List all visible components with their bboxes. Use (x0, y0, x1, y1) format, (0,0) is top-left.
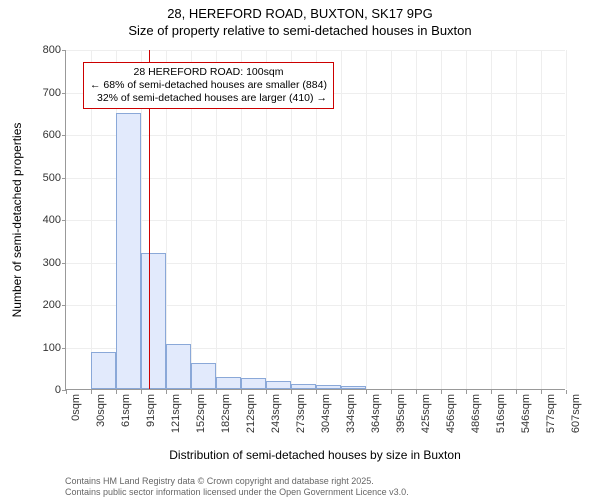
annotation-line2: ← 68% of semi-detached houses are smalle… (90, 79, 327, 92)
xtick-mark (341, 390, 342, 394)
xtick-label: 516sqm (495, 394, 507, 433)
xtick-label: 0sqm (70, 394, 82, 421)
gridline-v (366, 50, 367, 389)
ytick-label: 700 (21, 87, 61, 99)
xtick-mark (391, 390, 392, 394)
histogram-bar (91, 352, 116, 389)
ytick-label: 800 (21, 44, 61, 56)
histogram-bar (166, 344, 191, 389)
ytick-label: 300 (21, 257, 61, 269)
xtick-mark (416, 390, 417, 394)
title-line1: 28, HEREFORD ROAD, BUXTON, SK17 9PG (0, 6, 600, 23)
gridline-v (516, 50, 517, 389)
xtick-label: 182sqm (220, 394, 232, 433)
xtick-label: 364sqm (370, 394, 382, 433)
footer-line2: Contains public sector information licen… (65, 487, 409, 498)
x-axis-label: Distribution of semi-detached houses by … (65, 448, 565, 462)
histogram-bar (116, 113, 141, 389)
chart-container: 28, HEREFORD ROAD, BUXTON, SK17 9PG Size… (0, 0, 600, 500)
title-line2: Size of property relative to semi-detach… (0, 23, 600, 40)
gridline-v (441, 50, 442, 389)
xtick-mark (91, 390, 92, 394)
gridline-v (491, 50, 492, 389)
gridline-v (541, 50, 542, 389)
xtick-mark (516, 390, 517, 394)
xtick-label: 304sqm (320, 394, 332, 433)
xtick-label: 456sqm (445, 394, 457, 433)
histogram-bar (316, 385, 341, 389)
footer-line1: Contains HM Land Registry data © Crown c… (65, 476, 409, 487)
ytick-label: 500 (21, 172, 61, 184)
ytick-mark (62, 50, 66, 51)
xtick-label: 607sqm (570, 394, 582, 433)
xtick-mark (266, 390, 267, 394)
xtick-label: 30sqm (95, 394, 107, 427)
xtick-mark (141, 390, 142, 394)
xtick-label: 152sqm (195, 394, 207, 433)
histogram-bar (141, 253, 166, 389)
xtick-mark (216, 390, 217, 394)
xtick-mark (541, 390, 542, 394)
xtick-label: 212sqm (245, 394, 257, 433)
ytick-label: 0 (21, 384, 61, 396)
xtick-mark (66, 390, 67, 394)
footer-attribution: Contains HM Land Registry data © Crown c… (65, 476, 409, 499)
ytick-mark (62, 348, 66, 349)
xtick-label: 486sqm (470, 394, 482, 433)
annotation-line1: 28 HEREFORD ROAD: 100sqm (90, 66, 327, 79)
chart-area: 01002003004005006007008000sqm30sqm61sqm9… (65, 50, 565, 390)
gridline-v (566, 50, 567, 389)
xtick-label: 425sqm (420, 394, 432, 433)
ytick-mark (62, 93, 66, 94)
annotation-box: 28 HEREFORD ROAD: 100sqm← 68% of semi-de… (83, 62, 334, 109)
chart-title: 28, HEREFORD ROAD, BUXTON, SK17 9PG Size… (0, 0, 600, 40)
ytick-label: 600 (21, 129, 61, 141)
ytick-label: 100 (21, 342, 61, 354)
xtick-label: 334sqm (345, 394, 357, 433)
histogram-bar (266, 381, 291, 390)
ytick-mark (62, 305, 66, 306)
xtick-mark (241, 390, 242, 394)
histogram-bar (341, 386, 366, 389)
ytick-label: 400 (21, 214, 61, 226)
histogram-bar (216, 377, 241, 389)
xtick-label: 546sqm (520, 394, 532, 433)
xtick-mark (116, 390, 117, 394)
gridline-v (391, 50, 392, 389)
ytick-mark (62, 263, 66, 264)
xtick-mark (291, 390, 292, 394)
xtick-mark (366, 390, 367, 394)
gridline-v (416, 50, 417, 389)
histogram-bar (291, 384, 316, 389)
xtick-label: 395sqm (395, 394, 407, 433)
xtick-mark (316, 390, 317, 394)
histogram-bar (191, 363, 216, 389)
ytick-mark (62, 220, 66, 221)
xtick-mark (466, 390, 467, 394)
xtick-label: 91sqm (145, 394, 157, 427)
histogram-bar (241, 378, 266, 389)
xtick-label: 273sqm (295, 394, 307, 433)
ytick-mark (62, 135, 66, 136)
xtick-mark (191, 390, 192, 394)
plot-region: 01002003004005006007008000sqm30sqm61sqm9… (65, 50, 565, 390)
ytick-label: 200 (21, 299, 61, 311)
xtick-label: 243sqm (270, 394, 282, 433)
xtick-mark (491, 390, 492, 394)
gridline-v (466, 50, 467, 389)
xtick-mark (166, 390, 167, 394)
annotation-line3: 32% of semi-detached houses are larger (… (90, 92, 327, 105)
gridline-v (341, 50, 342, 389)
xtick-mark (441, 390, 442, 394)
xtick-mark (566, 390, 567, 394)
ytick-mark (62, 178, 66, 179)
xtick-label: 61sqm (120, 394, 132, 427)
xtick-label: 121sqm (170, 394, 182, 433)
xtick-label: 577sqm (545, 394, 557, 433)
